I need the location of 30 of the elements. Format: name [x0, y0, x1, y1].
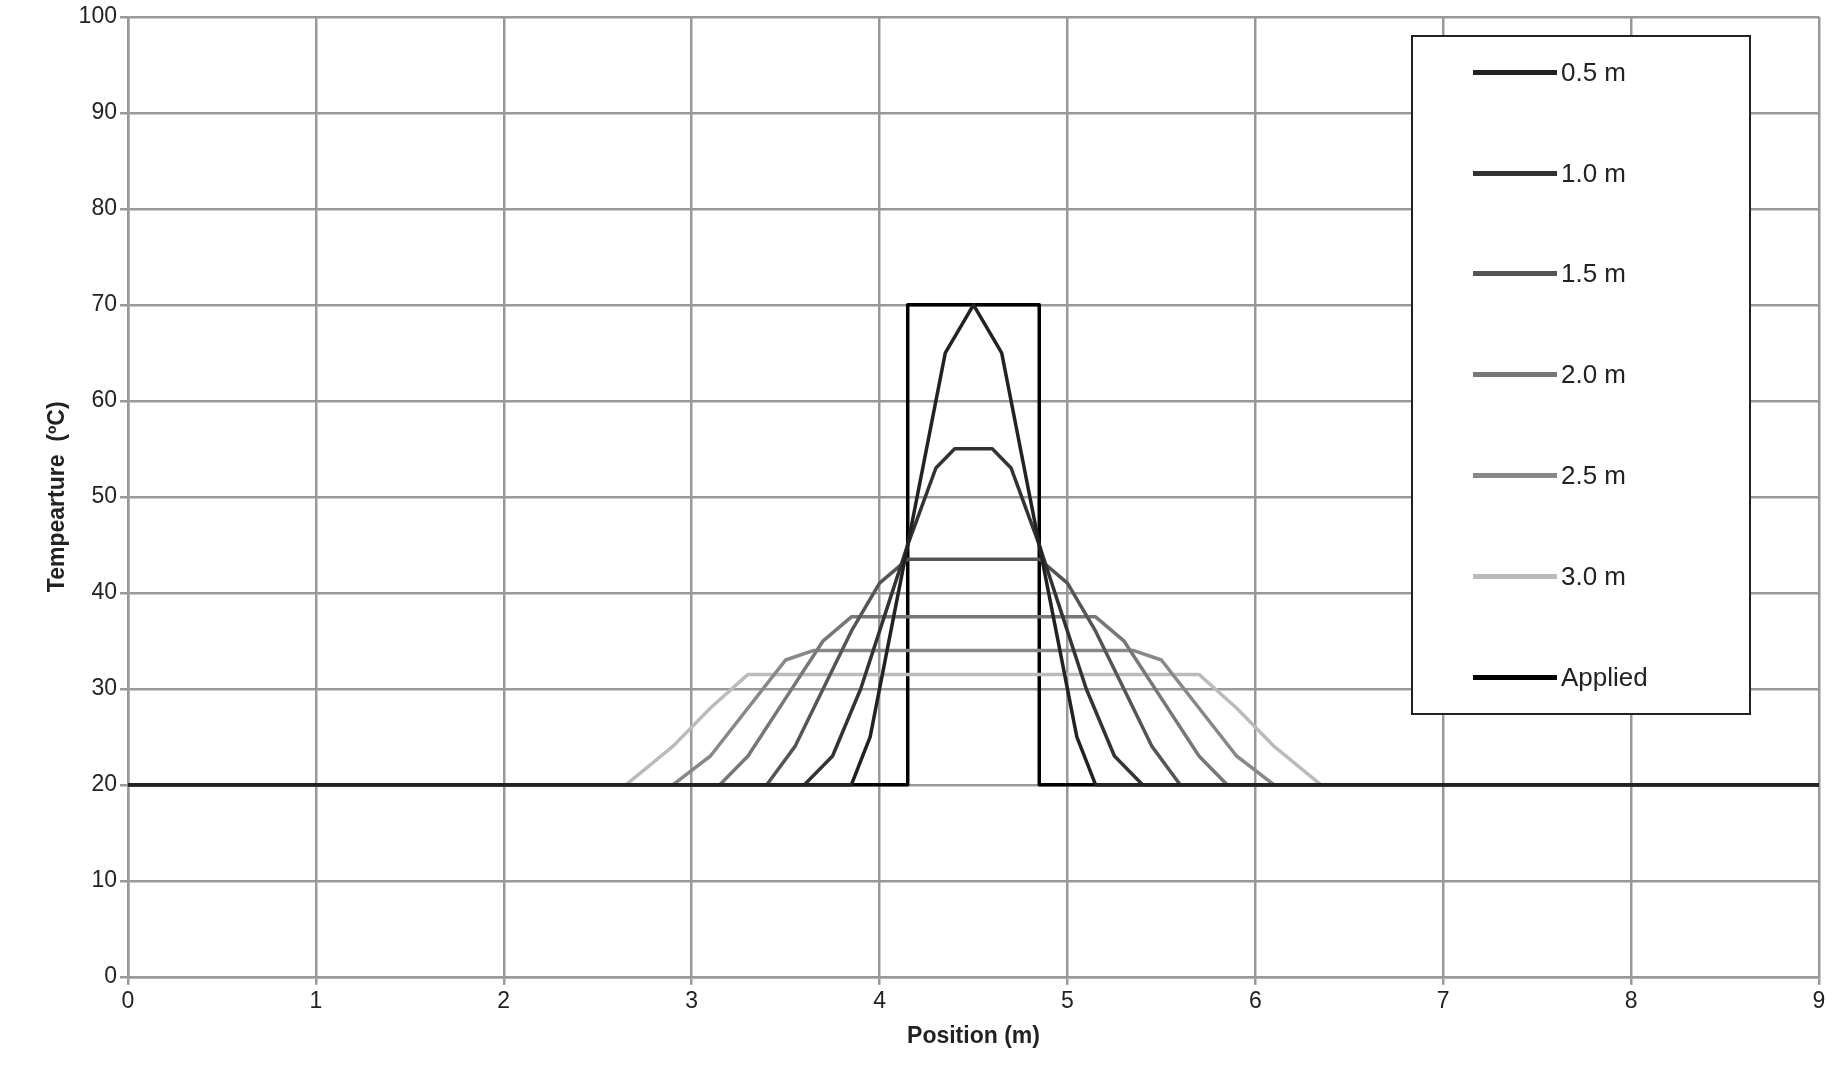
- y-tick-label: 90: [91, 98, 117, 125]
- x-tick-label: 8: [1624, 986, 1638, 1013]
- y-tick-label: 70: [91, 290, 117, 317]
- y-tick-label: 50: [91, 482, 117, 509]
- y-tick-label: 0: [104, 962, 117, 989]
- y-tick-label: 30: [91, 674, 117, 701]
- x-axis-title: Position (m): [907, 1021, 1040, 1048]
- x-tick-label: 6: [1248, 986, 1262, 1013]
- x-tick-label: 4: [873, 986, 887, 1013]
- legend-label: 0.5 m: [1561, 56, 1627, 88]
- legend-label: 3.0 m: [1561, 560, 1627, 592]
- x-tick-label: 1: [309, 986, 323, 1013]
- x-tick-label: 7: [1436, 986, 1450, 1013]
- legend-label: 2.5 m: [1561, 460, 1627, 492]
- x-tick-label: 9: [1812, 986, 1826, 1013]
- y-tick-label: 60: [91, 386, 117, 413]
- legend-label: 1.5 m: [1561, 258, 1627, 290]
- y-tick-label: 100: [78, 2, 117, 29]
- y-tick-label: 10: [91, 866, 117, 893]
- x-tick-label: 0: [121, 986, 135, 1013]
- legend-label: 2.0 m: [1561, 359, 1627, 391]
- y-axis-title: Tempearture (ºC): [43, 401, 70, 593]
- x-tick-label: 3: [685, 986, 699, 1013]
- legend-label: 1.0 m: [1561, 157, 1627, 189]
- y-tick-label: 20: [91, 770, 117, 797]
- y-tick-label: 80: [91, 194, 117, 221]
- y-tick-label: 40: [91, 578, 117, 605]
- legend-label: Applied: [1561, 661, 1648, 693]
- x-tick-label: 5: [1061, 986, 1074, 1013]
- x-tick-label: 2: [497, 986, 511, 1013]
